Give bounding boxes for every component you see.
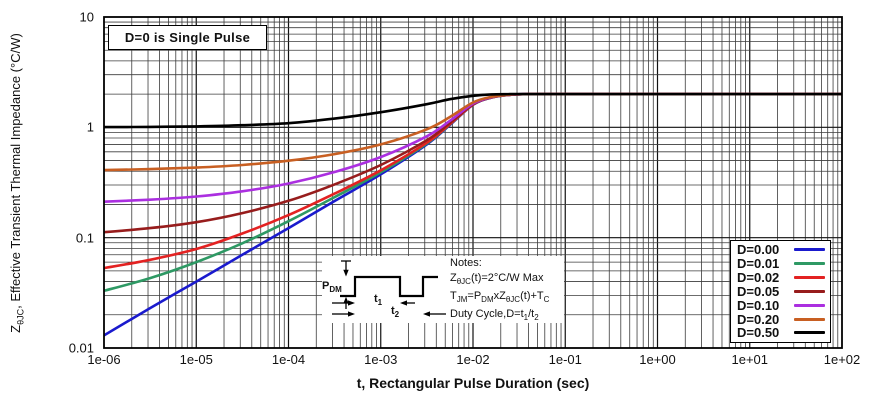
legend-color-swatch	[794, 303, 825, 307]
notes-inset: PDM t1 t2 Notes: ZθJC(t)=2°C/W Max TJM=P…	[322, 256, 564, 323]
x-axis-title: t, Rectangular Pulse Duration (sec)	[356, 375, 590, 391]
notes-line-tjm: TJM=PDMxZθJC(t)+TC	[450, 290, 550, 305]
y-tick-label: 1	[86, 119, 94, 135]
legend-label: D=0.05	[737, 283, 780, 299]
legend-item: D=0.20	[737, 311, 825, 327]
legend: D=0.00 D=0.01 D=0.02 D=0.05 D=0.10 D=0.20 D=0.…	[730, 240, 831, 343]
x-tick-label: 1e-06	[87, 352, 121, 367]
t2-label: t2	[391, 305, 400, 320]
legend-item: D=0.50	[737, 325, 825, 341]
legend-label: D=0.50	[737, 325, 780, 341]
notes-block: Notes: ZθJC(t)=2°C/W Max TJM=PDMxZθJC(t)…	[450, 256, 549, 326]
y-axis-title: ZθJC, Effective Transient Thermal Impeda…	[8, 17, 26, 349]
notes-line-zthjc: ZθJC(t)=2°C/W Max	[450, 272, 544, 287]
legend-item: D=0.01	[737, 256, 825, 272]
legend-color-swatch	[794, 276, 825, 280]
x-tick-label: 1e-02	[456, 352, 490, 367]
legend-label: D=0.10	[737, 297, 780, 313]
x-tick-label: 1e-04	[271, 352, 306, 367]
y-axis-title-symbol: Z	[8, 324, 23, 333]
notes-heading: Notes:	[450, 257, 482, 269]
x-tick-label: 1e-01	[548, 352, 582, 367]
notes-line-duty-cycle: Duty Cycle,D=t1/t2	[450, 308, 539, 323]
pdm-label: PDM	[322, 280, 342, 295]
legend-item: D=0.05	[737, 283, 825, 299]
legend-color-swatch	[794, 331, 825, 335]
legend-label: D=0.20	[737, 311, 780, 327]
single-pulse-annotation-text: D=0 is Single Pulse	[124, 30, 251, 45]
legend-color-swatch	[794, 262, 825, 266]
legend-color-swatch	[794, 317, 825, 321]
legend-item: D=0.02	[737, 270, 825, 286]
x-tick-label: 1e+00	[639, 352, 676, 367]
y-tick-label: 0.1	[75, 230, 94, 246]
x-tick-label: 1e+02	[823, 352, 861, 367]
plot-border	[103, 16, 843, 349]
legend-item: D=0.10	[737, 297, 825, 313]
legend-label: D=0.01	[737, 256, 780, 272]
t1-label: t1	[374, 293, 383, 308]
single-pulse-annotation-box: D=0 is Single Pulse	[108, 25, 267, 50]
legend-item: D=0.00	[737, 242, 825, 258]
y-axis-title-subscript: θJC	[15, 308, 26, 325]
legend-color-swatch	[794, 289, 825, 293]
y-axis-title-text: , Effective Transient Thermal Impedance …	[8, 33, 23, 309]
legend-label: D=0.00	[737, 242, 780, 258]
x-tick-label: 1e+01	[731, 352, 769, 367]
pulse-waveform-diagram	[332, 260, 446, 317]
y-tick-label: 10	[79, 9, 94, 25]
x-tick-label: 1e-03	[364, 352, 398, 367]
curve-D=0.50	[104, 92, 842, 129]
y-tick-label: 0.01	[68, 340, 94, 356]
x-tick-label: 1e-05	[179, 352, 213, 367]
legend-color-swatch	[794, 248, 825, 252]
legend-label: D=0.02	[737, 270, 780, 286]
